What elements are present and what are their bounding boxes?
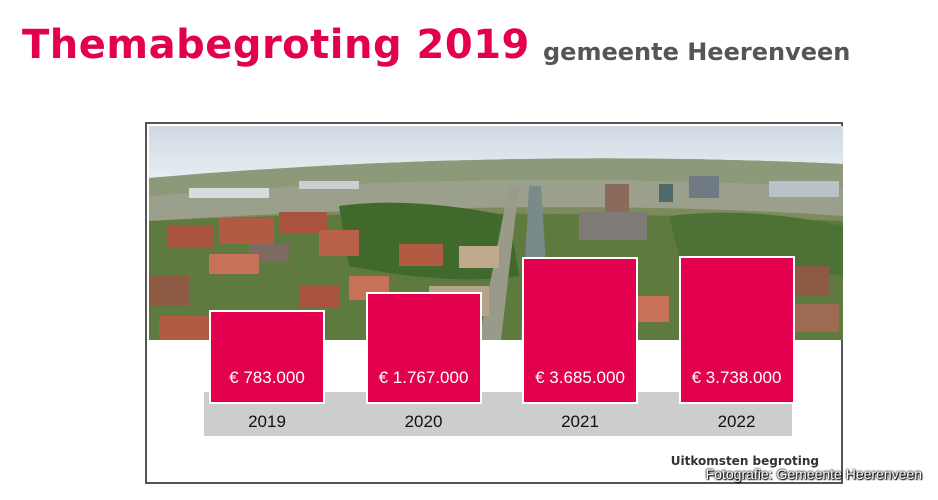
page-title: Themabegroting 2019	[22, 22, 530, 68]
bar-value-label: € 1.767.000	[378, 367, 469, 387]
chart-caption: Uitkomsten begroting	[670, 454, 819, 468]
category-label: 2020	[404, 412, 443, 431]
bar-value-label: € 3.685.000	[535, 367, 625, 387]
page-subtitle: gemeente Heerenveen	[543, 38, 851, 66]
bar-2022: € 3.738.000	[678, 256, 795, 404]
photo-credit: Fotografie: Gemeente Heerenveen	[705, 466, 922, 482]
bar-value-label: € 783.000	[229, 368, 305, 387]
bar-2019: € 783.000	[209, 310, 325, 404]
category-label: 2022	[717, 412, 756, 431]
category-label: 2019	[248, 412, 286, 431]
bar-2021: € 3.685.000	[522, 256, 638, 404]
bar-2020: € 1.767.000	[365, 292, 482, 404]
aerial-photo	[149, 126, 843, 340]
bar-value-label: € 3.738.000	[691, 368, 782, 387]
category-label: 2021	[561, 412, 599, 431]
chart-frame: Uitkomsten begroting € 783.000 2019 € 1.76…	[145, 122, 843, 484]
